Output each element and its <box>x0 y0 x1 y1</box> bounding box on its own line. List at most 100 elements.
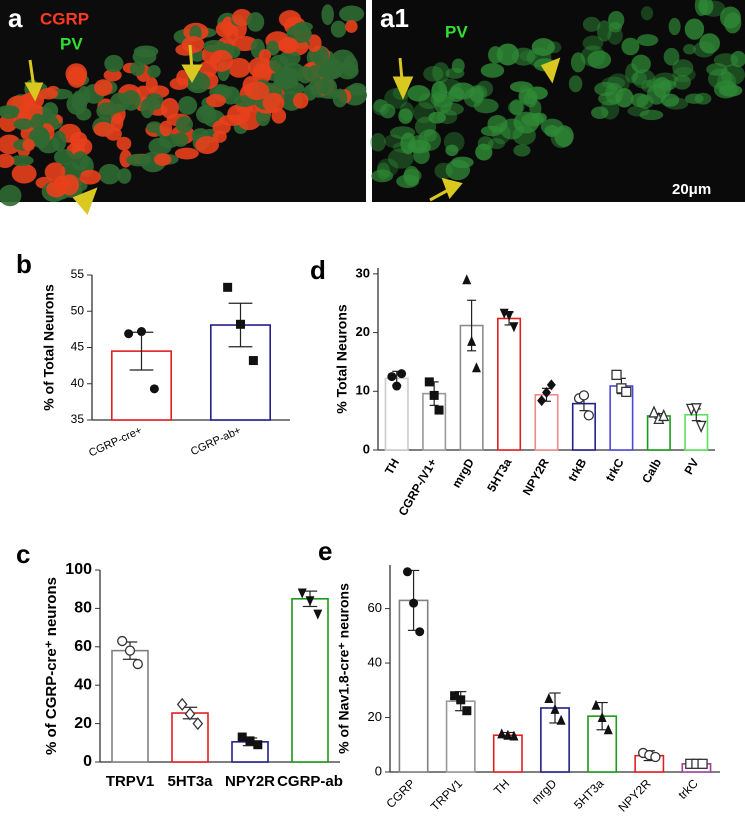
cell <box>60 174 80 196</box>
x-tick-label: PV <box>681 456 701 477</box>
cell <box>246 12 265 32</box>
data-point <box>591 699 601 710</box>
cell <box>215 21 235 38</box>
cell <box>716 71 736 92</box>
data-point <box>504 311 514 322</box>
cell <box>244 81 270 101</box>
x-tick-label: TRPV1 <box>428 776 465 813</box>
cell <box>413 146 430 165</box>
arrowhead <box>181 64 203 84</box>
y-axis-label: % of Total Neurons <box>41 284 57 411</box>
y-tick-label: 10 <box>356 383 370 398</box>
data-point <box>583 410 594 421</box>
cell <box>652 76 672 99</box>
cell <box>94 79 113 96</box>
cell <box>11 163 37 184</box>
cell <box>0 113 18 133</box>
data-point <box>434 405 444 415</box>
cell <box>30 113 44 131</box>
cell <box>672 59 694 77</box>
cell <box>172 132 189 147</box>
cell <box>646 78 666 89</box>
cell <box>126 153 151 167</box>
cell <box>632 69 656 89</box>
y-tick-label: 50 <box>71 303 85 317</box>
cell <box>370 132 386 152</box>
cell <box>278 10 302 28</box>
cell <box>660 93 680 107</box>
cell <box>570 52 586 73</box>
y-tick-label: 100 <box>65 561 92 578</box>
y-tick-label: 30 <box>356 265 370 280</box>
panel-label: b <box>16 249 32 279</box>
cell <box>434 162 453 180</box>
data-point <box>429 390 439 400</box>
data-point <box>503 729 513 740</box>
bar <box>291 597 329 763</box>
x-tick-label: TRPV1 <box>106 773 154 790</box>
data-point <box>124 329 134 339</box>
cell <box>147 65 161 78</box>
data-point <box>415 627 425 637</box>
cell <box>292 92 309 109</box>
cell <box>398 108 413 124</box>
data-point <box>184 707 196 721</box>
arrowhead <box>441 177 463 199</box>
cell <box>640 6 654 21</box>
data-point <box>248 356 258 366</box>
cell <box>673 74 691 90</box>
cell <box>98 163 121 185</box>
data-point <box>313 609 323 620</box>
panel-label: a1 <box>380 3 409 33</box>
x-tick-label: NPY2R <box>225 773 275 790</box>
data-point <box>597 712 607 723</box>
data-point <box>392 381 402 391</box>
cell <box>417 129 442 151</box>
cell <box>523 91 538 108</box>
y-axis-label: % of Nav1.8-cre⁺ neurons <box>336 583 352 754</box>
data-point <box>236 319 245 329</box>
cell <box>129 61 146 76</box>
cell <box>636 94 654 109</box>
x-tick-label: 5HT3a <box>484 456 514 494</box>
x-tick-label: CGRP-ab+ <box>189 424 243 458</box>
panel-label: d <box>310 255 326 285</box>
cell <box>473 98 499 114</box>
y-tick-label: 0 <box>363 441 370 456</box>
cell <box>568 75 583 93</box>
data-point <box>697 758 708 769</box>
arrowhead <box>540 57 561 84</box>
cell <box>400 132 416 155</box>
cell <box>540 118 564 136</box>
bar <box>492 734 523 773</box>
data-point <box>450 691 460 701</box>
data-point <box>237 732 247 742</box>
cell <box>550 127 573 149</box>
cell <box>531 38 555 56</box>
cell <box>22 138 36 152</box>
cell <box>307 65 321 84</box>
cell <box>706 63 728 76</box>
y-tick-label: 40 <box>368 654 382 669</box>
cell <box>598 91 622 106</box>
cell <box>321 4 334 25</box>
cell <box>33 126 50 149</box>
cell <box>117 168 132 184</box>
cell <box>591 106 609 119</box>
cell <box>203 39 226 53</box>
cell <box>181 36 205 53</box>
stain-label: PV <box>445 22 468 41</box>
cell <box>631 54 651 74</box>
x-tick-label: mrgD <box>449 456 477 490</box>
data-point <box>297 588 307 599</box>
y-axis-label: % of CGRP-cre⁺ neurons <box>43 577 60 755</box>
cell <box>103 68 122 82</box>
cell <box>513 144 531 157</box>
y-tick-label: 0 <box>375 763 382 778</box>
cell <box>65 63 88 85</box>
cell <box>0 107 19 119</box>
x-tick-label: CGRP <box>384 776 418 810</box>
cell <box>52 130 67 152</box>
bar <box>534 394 559 451</box>
